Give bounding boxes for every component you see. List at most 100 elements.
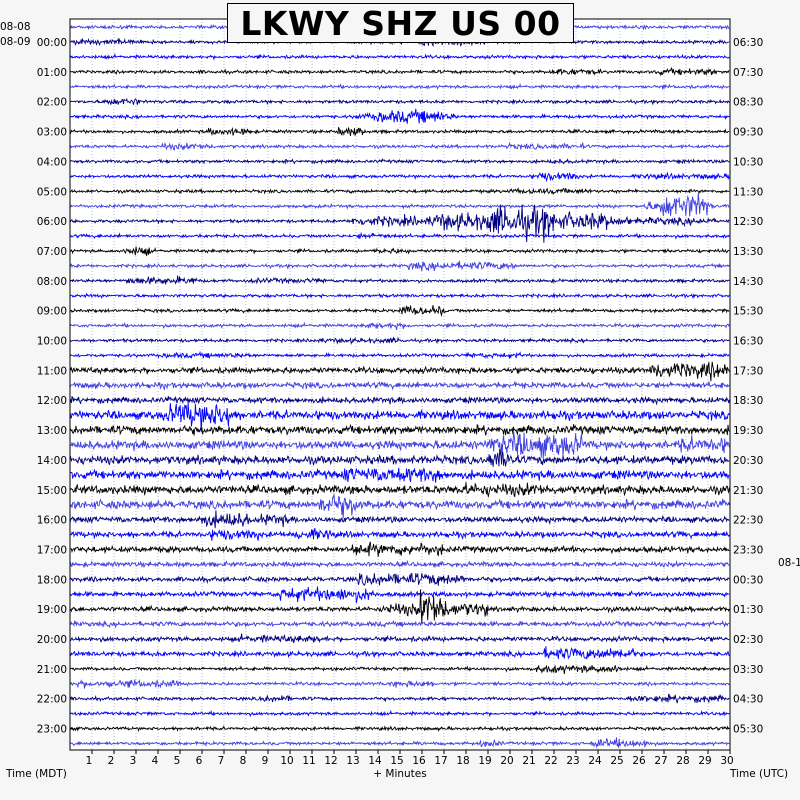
trace-row-31 [69,494,730,519]
left-time-label-19: 19:00 [37,604,67,616]
x-tick-label-1: 1 [86,755,93,767]
left-date-label-0: 08-08 [0,21,31,33]
trace-row-44 [69,693,730,704]
right-axis-label: Time (UTC) [729,768,788,780]
left-time-label-10: 10:00 [37,336,67,348]
left-time-label-0: 00:00 [37,37,67,49]
right-date-label-0: 08-1 [778,557,800,569]
trace-row-35 [69,559,730,569]
x-tick-label-21: 21 [522,755,535,767]
x-tick-label-29: 29 [698,755,711,767]
right-time-label-11: 17:30 [733,365,763,377]
x-tick-label-10: 10 [280,755,293,767]
trace-row-9 [69,171,730,183]
trace-row-21 [69,350,730,360]
x-tick-label-9: 9 [262,755,269,767]
trace-row-4 [70,97,730,106]
trace-row-38 [69,589,730,624]
left-time-label-1: 01:00 [37,67,67,79]
trace-row-13 [69,231,730,240]
right-time-label-13: 19:30 [733,425,763,437]
left-time-label-7: 07:00 [37,246,67,258]
x-tick-label-15: 15 [390,755,403,767]
trace-row-32 [69,510,730,529]
x-tick-label-13: 13 [346,755,359,767]
right-time-label-10: 16:30 [733,336,763,348]
left-time-label-17: 17:00 [37,544,67,556]
x-tick-label-11: 11 [302,755,315,767]
trace-row-43 [69,679,730,689]
x-tick-label-26: 26 [632,755,646,767]
trace-row-24 [69,395,730,406]
trace-row-20 [69,336,730,346]
right-time-label-5: 11:30 [733,186,763,198]
right-time-label-3: 09:30 [733,127,763,139]
grid [91,19,709,750]
x-tick-label-7: 7 [218,755,225,767]
left-time-label-2: 02:00 [37,97,67,109]
x-tick-label-5: 5 [174,755,181,767]
left-time-label-4: 04:00 [37,156,67,168]
trace-row-46 [69,725,730,733]
x-axis-label: + Minutes [373,768,426,780]
trace-row-41 [69,646,730,660]
left-time-label-12: 12:00 [37,395,67,407]
trace-row-17 [69,292,730,300]
x-tick-label-4: 4 [152,755,159,767]
trace-row-18 [69,304,730,317]
trace-row-2 [70,66,730,77]
right-time-label-18: 00:30 [733,574,763,586]
x-tick-label-8: 8 [240,755,247,767]
trace-row-16 [69,275,730,285]
trace-row-29 [69,467,730,483]
trace-row-25 [69,402,730,433]
x-tick-label-28: 28 [676,755,689,767]
x-tick-label-22: 22 [544,755,557,767]
right-time-label-6: 12:30 [733,216,763,228]
trace-row-36 [69,573,730,587]
left-time-label-15: 15:00 [37,485,67,497]
trace-row-3 [69,82,730,91]
traces [69,22,730,749]
x-axis: 1 2 3 4 5 6 7 8 9 10 11 12 13 14 15 16 17 18 19 20 21 22 23 24 2… [86,750,734,767]
trace-row-28 [69,448,730,467]
right-time-axis: 06:30 07:30 08:30 09:30 10:30 11:30 12:30 13:30… [733,37,763,736]
trace-row-10 [69,186,730,196]
x-tick-label-27: 27 [654,755,667,767]
left-time-label-21: 21:00 [37,664,67,676]
trace-row-34 [69,541,730,557]
x-tick-label-23: 23 [566,755,579,767]
right-time-label-22: 04:30 [733,694,763,706]
right-time-label-23: 05:30 [733,724,763,736]
right-time-label-20: 02:30 [733,634,763,646]
trace-row-12 [69,204,730,243]
trace-row-40 [69,633,730,644]
right-time-label-7: 13:30 [733,246,763,258]
left-time-label-16: 16:00 [37,515,67,527]
trace-row-27 [69,430,730,459]
left-date-label-1: 08-09 [0,36,31,48]
trace-row-23 [69,380,730,391]
left-time-label-9: 09:00 [37,306,67,318]
right-time-label-2: 08:30 [733,97,763,109]
trace-row-42 [69,664,730,674]
trace-row-5 [69,108,730,124]
right-time-label-16: 22:30 [733,515,763,527]
x-tick-label-12: 12 [324,755,337,767]
x-tick-label-3: 3 [130,755,137,767]
chart-title: LKWY SHZ US 00 [227,3,574,43]
x-tick-label-16: 16 [412,755,426,767]
left-time-label-14: 14:00 [37,455,67,467]
right-time-label-15: 21:30 [733,485,763,497]
trace-row-39 [69,619,730,629]
trace-row-30 [69,482,730,498]
left-time-label-8: 08:00 [37,276,67,288]
x-tick-label-14: 14 [368,755,382,767]
trace-row-8 [69,157,730,166]
trace-row-11 [69,193,730,217]
trace-row-15 [69,260,730,272]
trace-row-6 [69,126,730,137]
right-time-label-21: 03:30 [733,664,763,676]
left-time-axis: 00:00 01:00 02:00 03:00 04:00 05:00 06:00 07:00… [37,37,67,736]
